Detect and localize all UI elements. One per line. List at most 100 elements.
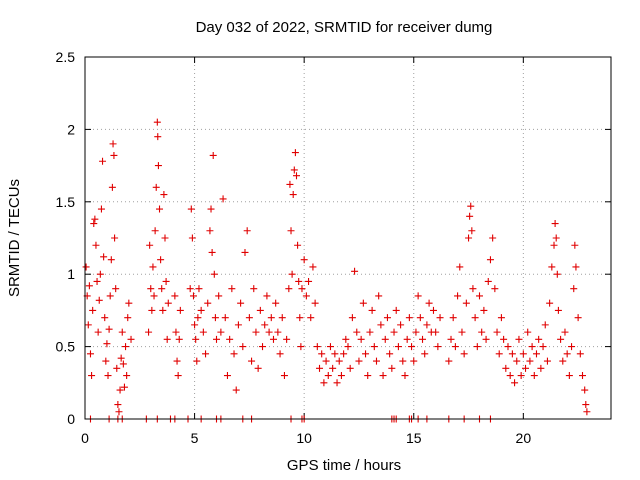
data-point <box>445 357 453 365</box>
data-point <box>219 195 227 203</box>
data-point <box>551 220 559 228</box>
data-point <box>217 328 225 336</box>
data-point <box>115 408 123 416</box>
data-point <box>176 306 184 314</box>
x-axis-label: GPS time / hours <box>287 457 401 474</box>
data-point <box>297 343 305 351</box>
data-point <box>466 212 474 220</box>
data-point <box>390 328 398 336</box>
data-point <box>572 263 580 271</box>
data-point <box>383 314 391 322</box>
data-point <box>329 364 337 372</box>
data-point <box>245 314 253 322</box>
data-point <box>123 372 131 380</box>
data-point <box>517 372 525 380</box>
data-point <box>109 140 117 148</box>
data-point <box>239 343 247 351</box>
data-point <box>232 386 240 394</box>
data-point <box>519 350 527 358</box>
data-point <box>522 364 530 372</box>
data-point <box>322 357 330 365</box>
data-point <box>150 292 158 300</box>
data-point <box>194 314 202 322</box>
data-point <box>110 151 118 159</box>
data-point <box>379 372 387 380</box>
data-point <box>302 292 310 300</box>
data-point <box>294 241 302 249</box>
data-point <box>191 321 199 329</box>
data-point <box>259 343 267 351</box>
data-point <box>351 267 359 275</box>
data-point <box>119 360 127 368</box>
data-point <box>429 306 437 314</box>
data-point <box>368 306 376 314</box>
data-point <box>175 335 183 343</box>
data-point <box>272 299 280 307</box>
data-point <box>473 343 481 351</box>
data-point <box>274 328 282 336</box>
data-point <box>148 306 156 314</box>
data-point <box>357 335 365 343</box>
data-point <box>174 372 182 380</box>
data-point <box>340 350 348 358</box>
data-point <box>189 292 197 300</box>
data-point <box>568 343 576 351</box>
data-point <box>342 335 350 343</box>
data-point <box>348 314 356 322</box>
data-point <box>366 328 374 336</box>
data-point <box>528 343 536 351</box>
data-point <box>84 321 92 329</box>
data-point <box>99 157 107 165</box>
data-point <box>543 357 551 365</box>
data-point <box>192 335 200 343</box>
plot-frame <box>84 56 612 420</box>
x-tick-label: 0 <box>81 430 89 446</box>
y-axis-ticks: 0 0.5 1 1.5 2 2.5 <box>56 49 611 427</box>
data-point <box>486 256 494 264</box>
data-point <box>195 285 203 293</box>
data-point <box>261 321 269 329</box>
data-point <box>221 314 229 322</box>
data-point <box>421 350 429 358</box>
data-point <box>248 357 256 365</box>
data-point <box>172 328 180 336</box>
data-point <box>114 401 122 409</box>
data-point <box>353 328 361 336</box>
data-point <box>335 357 343 365</box>
data-point <box>559 357 567 365</box>
data-point <box>320 379 328 387</box>
data-point <box>576 350 584 358</box>
data-point <box>173 357 181 365</box>
chart-title: Day 032 of 2022, SRMTID for receiver dum… <box>196 19 493 36</box>
data-point <box>186 285 194 293</box>
data-point <box>552 234 560 242</box>
data-point <box>359 299 367 307</box>
data-point <box>89 306 97 314</box>
data-point <box>101 314 109 322</box>
data-point <box>554 306 562 314</box>
data-point <box>291 149 299 157</box>
data-point <box>157 256 165 264</box>
data-point <box>91 215 99 223</box>
data-point <box>489 234 497 242</box>
data-point <box>583 408 591 416</box>
data-point <box>333 379 341 387</box>
data-point <box>425 299 433 307</box>
data-point <box>497 314 505 322</box>
data-point <box>548 263 556 271</box>
data-point <box>331 350 339 358</box>
x-tick-label: 20 <box>516 430 532 446</box>
data-point <box>372 357 380 365</box>
data-point <box>103 340 111 348</box>
data-point <box>210 270 218 278</box>
data-point <box>112 285 120 293</box>
data-point <box>565 372 573 380</box>
data-point <box>397 321 405 329</box>
y-tick-label: 0.5 <box>56 339 76 355</box>
data-point <box>478 328 486 336</box>
data-point <box>289 191 297 199</box>
data-point <box>316 364 324 372</box>
data-point <box>570 285 578 293</box>
data-point <box>254 364 262 372</box>
data-point <box>451 343 459 351</box>
